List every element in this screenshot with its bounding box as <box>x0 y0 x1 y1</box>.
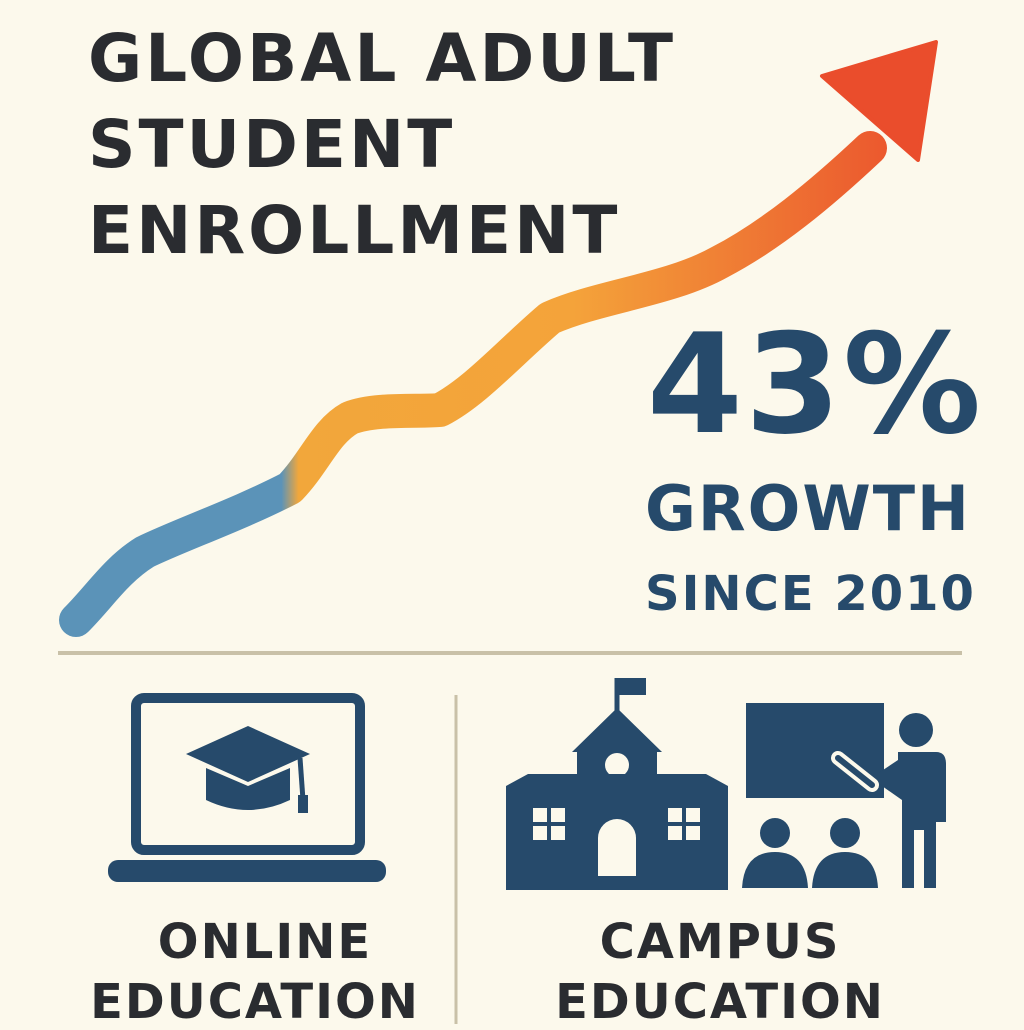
growth-arrow-icon <box>59 40 938 637</box>
school-building-icon <box>506 678 728 890</box>
campus-caption-line-2: EDUCATION <box>555 974 885 1030</box>
online-caption-line-2: EDUCATION <box>90 974 420 1030</box>
growth-since-label: SINCE 2010 <box>645 566 976 622</box>
online-caption-line-1: ONLINE <box>157 914 373 970</box>
laptop-graduation-cap-icon <box>108 693 386 882</box>
teacher-classroom-icon <box>742 703 946 888</box>
title-line-2: STUDENT <box>88 106 456 183</box>
growth-percentage: 43% <box>646 304 984 465</box>
title-line-1: GLOBAL ADULT <box>88 20 677 97</box>
growth-label: GROWTH <box>645 472 971 545</box>
campus-caption-line-1: CAMPUS <box>599 914 841 970</box>
title-line-3: ENROLLMENT <box>88 192 621 269</box>
